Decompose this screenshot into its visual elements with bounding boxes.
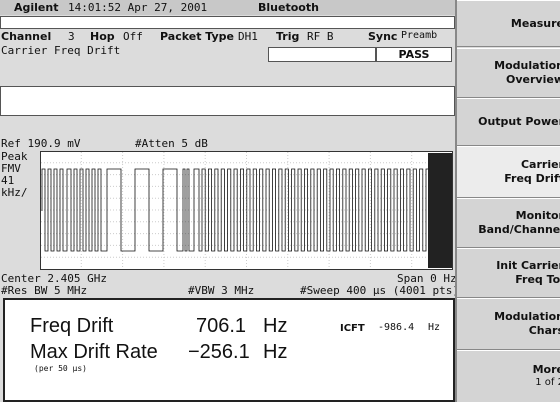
softkey-label: 1 of 2: [535, 377, 560, 388]
input-field: [268, 47, 376, 62]
mode: Bluetooth: [258, 1, 319, 14]
softkey-label: Freq Tol: [515, 273, 560, 286]
softkey[interactable]: More1 of 2: [457, 350, 560, 402]
channel: 3: [68, 30, 75, 43]
vbw: #VBW 3 MHz: [188, 284, 255, 297]
res-bw: #Res BW 5 MHz: [1, 284, 88, 297]
scale-line: FMV: [1, 162, 21, 175]
drift-label: Freq Drift: [30, 315, 114, 337]
sync: Preamb: [401, 30, 438, 41]
scale-info: Peak FMV 41 kHz/: [1, 151, 28, 199]
icft-label: ICFT: [340, 323, 365, 334]
softkey[interactable]: Carrier Freq Drift: [457, 146, 560, 198]
trig: RF B: [307, 30, 334, 43]
scale-line: kHz/: [1, 186, 28, 199]
softkey-label: Overview: [506, 73, 560, 86]
softkey-label: Output Power: [478, 115, 560, 128]
channel-label: Channel: [1, 30, 52, 43]
drift-unit: Hz: [263, 315, 288, 337]
rate-note: (per 50 µs): [34, 364, 87, 373]
trace-tail: [428, 153, 452, 268]
icft-value: -986.4: [378, 322, 415, 333]
rate-value: −256.1: [188, 341, 250, 363]
hop: Off: [123, 30, 143, 43]
divider: [455, 0, 457, 402]
rate-unit: Hz: [263, 341, 288, 363]
softkey-label: Band/Channel: [478, 223, 560, 236]
header-bar: [0, 0, 455, 15]
span: Span 0 Hz: [397, 272, 457, 285]
icft-unit: Hz: [428, 322, 441, 333]
softkey-label: Monitor: [515, 209, 560, 222]
packet-label: Packet Type: [160, 30, 234, 43]
command-line: [0, 16, 455, 29]
drift-value: 706.1: [196, 315, 247, 337]
softkey-label: Chars: [528, 324, 560, 337]
packet: DH1: [238, 30, 258, 43]
datetime: 14:01:52 Apr 27, 2001: [68, 1, 208, 14]
softkey[interactable]: Modulation Overview: [457, 48, 560, 98]
measurement-name: Carrier Freq Drift: [1, 44, 121, 57]
sync-label: Sync: [368, 30, 398, 43]
hop-label: Hop: [90, 30, 115, 43]
status: PASS: [376, 47, 452, 62]
graticule: [40, 151, 453, 270]
rate-label: Max Drift Rate: [30, 341, 158, 363]
scale-line: Peak: [1, 150, 28, 163]
center-frequency: Center 2.405 GHz: [1, 272, 107, 285]
softkey-label: Measure: [510, 16, 560, 30]
trace: [41, 168, 448, 252]
softkey-label: Init Carrier: [496, 259, 560, 272]
attenuation: #Atten 5 dB: [135, 137, 208, 150]
softkey-label: Freq Drift: [504, 172, 560, 185]
softkey-label: Modulation: [494, 59, 560, 72]
scale-line: 41: [1, 174, 15, 187]
ref-level: Ref 190.9 mV: [1, 137, 81, 150]
trig-label: Trig: [276, 30, 300, 43]
results-panel: [3, 298, 455, 402]
softkey[interactable]: Output Power: [457, 98, 560, 146]
softkey[interactable]: ModulationChars: [457, 298, 560, 350]
softkey-label: More: [532, 363, 560, 376]
softkey[interactable]: Measure: [457, 0, 560, 47]
message-box: [0, 86, 455, 116]
softkey[interactable]: Init Carrier Freq Tol: [457, 248, 560, 298]
softkey-label: Carrier: [520, 158, 560, 171]
sweep: #Sweep 400 µs (4001 pts): [300, 284, 459, 297]
softkey[interactable]: Monitor Band/Channel: [457, 198, 560, 248]
softkey-label: Modulation: [494, 310, 560, 323]
brand: Agilent: [14, 1, 59, 14]
